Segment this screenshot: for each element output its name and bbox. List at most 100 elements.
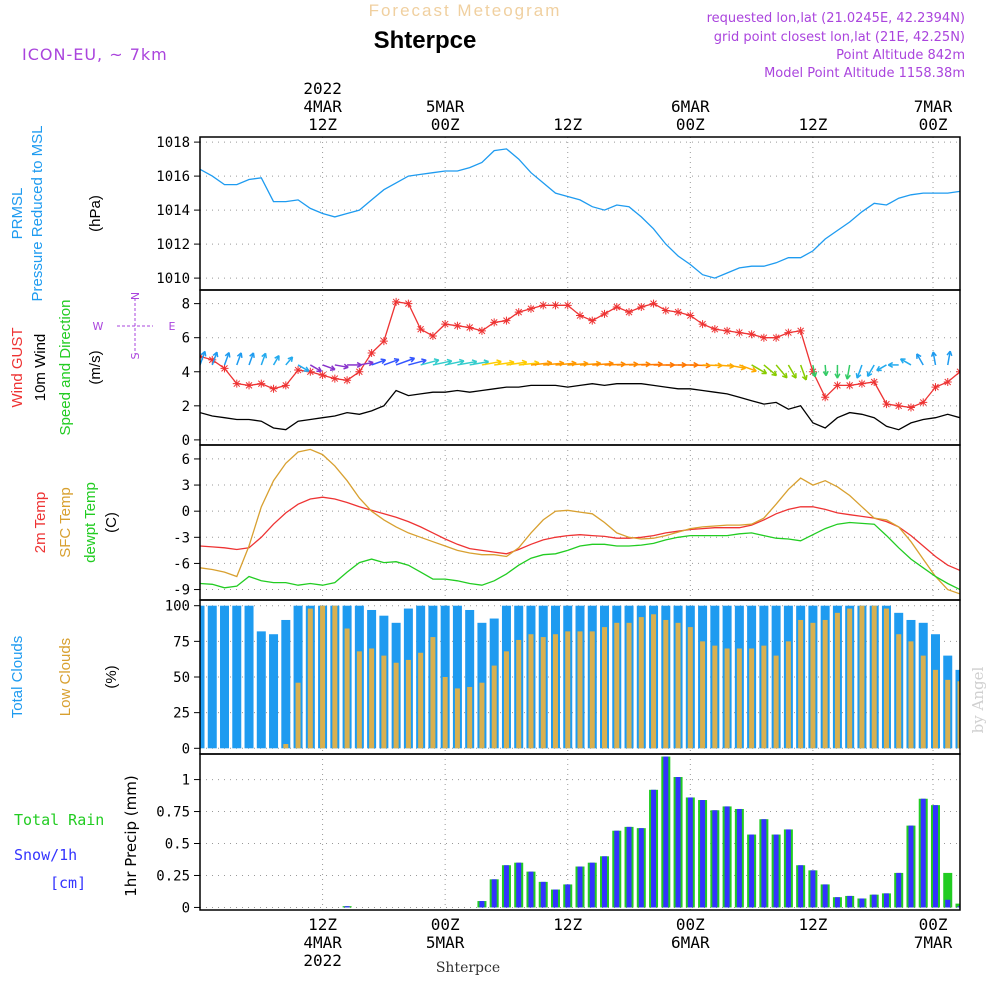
gust-marker xyxy=(674,308,683,317)
bar-snow-1h xyxy=(589,862,595,908)
ylabel: PRMSL xyxy=(9,188,26,240)
wind-arrow xyxy=(824,364,827,376)
bar-snow-1h xyxy=(516,862,522,908)
wind-arrow xyxy=(457,360,477,366)
line-2m-temp xyxy=(200,496,960,571)
wind-arrow-head xyxy=(834,373,841,379)
bar-snow-1h xyxy=(736,808,742,908)
gust-marker xyxy=(857,379,866,388)
bar-low-clouds xyxy=(626,622,632,749)
gust-marker xyxy=(220,364,229,373)
panel-pressure: 1010 1012 1014 1016 1018 PRMSL Pressure Reduce… xyxy=(9,126,961,301)
panel-precip: 0 0.25 0.5 0.75 1 Total Rain Snow/1h [cm] 1hr Pr… xyxy=(14,753,961,916)
y-tick-label: 75 xyxy=(173,634,190,650)
compass-s: S xyxy=(129,352,142,359)
bar-low-clouds xyxy=(700,641,706,749)
wind-arrow xyxy=(395,357,415,366)
gust-marker xyxy=(367,349,376,358)
bar-low-clouds xyxy=(454,688,460,749)
model-label: ICON-EU, ~ 7km xyxy=(22,45,168,64)
bar-snow-1h xyxy=(540,881,546,908)
gust-marker xyxy=(502,316,511,325)
bar-snow-1h xyxy=(798,865,804,908)
wind-arrow-head xyxy=(236,352,243,358)
bar-snow-1h xyxy=(614,830,620,908)
wind-arrow xyxy=(408,359,427,366)
ylabel: (C) xyxy=(103,512,120,533)
wind-arrow xyxy=(916,353,924,366)
wind-arrow-head xyxy=(866,371,873,378)
y-tick-label: 1016 xyxy=(156,169,190,185)
bar-snow-1h xyxy=(675,777,681,908)
bar-snow-1h xyxy=(479,901,485,908)
gust-marker xyxy=(686,311,695,320)
y-tick-label: 0 xyxy=(182,433,190,449)
bar-snow-1h xyxy=(700,800,706,908)
bar-snow-1h xyxy=(847,895,853,908)
bar-total-clouds xyxy=(256,631,266,749)
panel-temperature: -9 -6 -3 0 3 6 2m Temp SFC Temp dewpt Temp (C) xyxy=(32,444,961,601)
wind-arrow xyxy=(285,356,294,366)
wind-arrow-head xyxy=(316,366,323,373)
gust-marker xyxy=(784,328,793,337)
top-time-label: 00Z xyxy=(676,115,705,134)
wind-arrow-head xyxy=(287,356,294,363)
series-group xyxy=(200,148,960,279)
y-tick-label: 1 xyxy=(182,773,190,789)
top-time-label: 12Z xyxy=(308,115,337,134)
precip-legend-cm: [cm] xyxy=(50,874,86,892)
bar-snow-1h xyxy=(822,884,828,908)
wind-arrow xyxy=(223,352,230,366)
bottom-time-label: 2022 xyxy=(303,951,342,970)
y-tick-label: -3 xyxy=(173,530,190,546)
requested-coords: requested lon,lat (21.0245E, 42.2394N) xyxy=(707,11,965,26)
bar-low-clouds xyxy=(430,637,436,749)
gust-marker xyxy=(539,301,548,310)
wind-arrow xyxy=(530,362,552,366)
gust-marker xyxy=(208,355,217,364)
gust-marker xyxy=(882,400,891,409)
ylabel: (%) xyxy=(103,665,120,688)
bar-snow-1h xyxy=(871,894,877,908)
bar-snow-1h xyxy=(344,906,350,908)
gust-marker xyxy=(906,403,915,412)
bar-low-clouds xyxy=(356,651,362,749)
wind-arrow xyxy=(445,360,465,366)
gust-marker xyxy=(281,381,290,390)
credit-watermark: by Angel xyxy=(969,666,987,733)
panel-frame xyxy=(199,753,961,911)
y-tick-label: 2 xyxy=(182,399,190,415)
bottom-time-label: 7MAR xyxy=(914,933,953,952)
gust-marker xyxy=(723,326,732,335)
bar-low-clouds xyxy=(908,641,914,749)
bar-snow-1h xyxy=(626,826,632,908)
bar-total-rain xyxy=(955,903,960,908)
ylabel: 1hr Precip (mm) xyxy=(122,775,140,896)
bar-low-clouds xyxy=(896,634,902,749)
bar-low-clouds xyxy=(761,645,767,749)
bar-low-clouds xyxy=(675,622,681,749)
top-time-label: 12Z xyxy=(798,115,827,134)
line-prmsl xyxy=(200,148,960,279)
bar-low-clouds xyxy=(810,622,816,749)
bar-low-clouds xyxy=(577,631,583,749)
panel-wind: 0 2 4 6 8 Wind GUST 10m Wind Speed and Directio… xyxy=(9,289,961,449)
top-time-label: 12Z xyxy=(553,115,582,134)
plot-area: 1010 1012 1014 1016 1018 PRMSL Pressure Reduce… xyxy=(9,79,961,970)
bar-snow-1h xyxy=(957,906,960,908)
compass-w: W xyxy=(93,320,104,333)
bar-snow-1h xyxy=(651,789,657,908)
bar-low-clouds xyxy=(724,648,730,749)
top-time-label: 6MAR xyxy=(671,97,710,116)
gust-marker xyxy=(943,377,952,386)
bottom-time-label: 6MAR xyxy=(671,933,710,952)
wind-arrow-head xyxy=(761,368,768,375)
bar-low-clouds xyxy=(320,605,326,749)
gust-marker xyxy=(526,304,535,313)
bar-total-clouds xyxy=(452,605,462,749)
wind-arrow xyxy=(775,364,788,379)
top-time-label: 4MAR xyxy=(303,97,342,116)
ylabel: (m/s) xyxy=(87,350,104,384)
gust-marker xyxy=(833,381,842,390)
gust-marker xyxy=(735,328,744,337)
